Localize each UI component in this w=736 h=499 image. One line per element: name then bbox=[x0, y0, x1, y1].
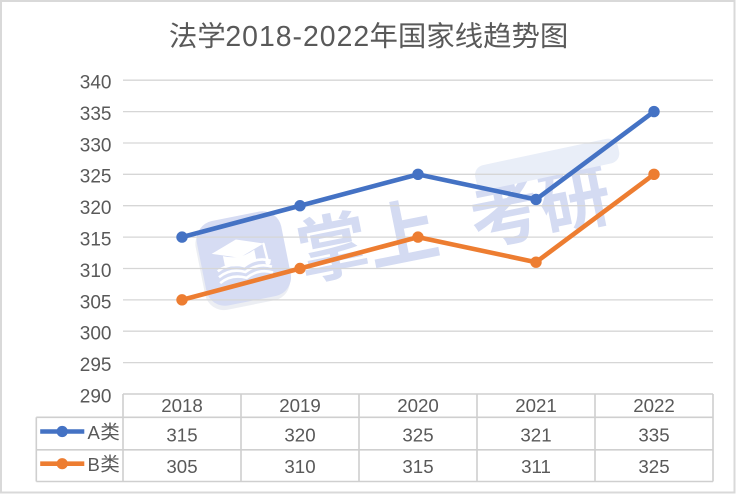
svg-text:2022: 2022 bbox=[633, 395, 675, 416]
svg-text:311: 311 bbox=[521, 456, 551, 477]
svg-text:305: 305 bbox=[166, 456, 197, 477]
svg-text:2018-2022: 2018-2022 bbox=[225, 21, 370, 53]
svg-text:325: 325 bbox=[638, 456, 669, 477]
svg-text:315: 315 bbox=[80, 230, 112, 251]
svg-text:310: 310 bbox=[80, 261, 112, 282]
svg-text:2020: 2020 bbox=[397, 395, 439, 416]
svg-text:300: 300 bbox=[80, 324, 112, 345]
svg-text:2019: 2019 bbox=[279, 395, 321, 416]
svg-text:A: A bbox=[88, 422, 101, 443]
svg-text:335: 335 bbox=[638, 424, 669, 445]
svg-text:340: 340 bbox=[80, 73, 112, 94]
svg-text:310: 310 bbox=[284, 456, 315, 477]
svg-text:325: 325 bbox=[402, 424, 433, 445]
svg-text:315: 315 bbox=[166, 424, 197, 445]
svg-text:295: 295 bbox=[80, 355, 112, 376]
svg-text:325: 325 bbox=[80, 167, 112, 188]
svg-text:320: 320 bbox=[80, 198, 112, 219]
svg-text:320: 320 bbox=[284, 424, 315, 445]
svg-text:2021: 2021 bbox=[515, 395, 557, 416]
svg-text:315: 315 bbox=[402, 456, 433, 477]
svg-text:B: B bbox=[88, 454, 100, 475]
svg-text:290: 290 bbox=[80, 386, 112, 407]
svg-text:321: 321 bbox=[520, 424, 551, 445]
svg-text:2018: 2018 bbox=[161, 395, 203, 416]
svg-text:330: 330 bbox=[80, 135, 112, 156]
svg-text:335: 335 bbox=[80, 104, 112, 125]
svg-text:305: 305 bbox=[80, 292, 112, 313]
